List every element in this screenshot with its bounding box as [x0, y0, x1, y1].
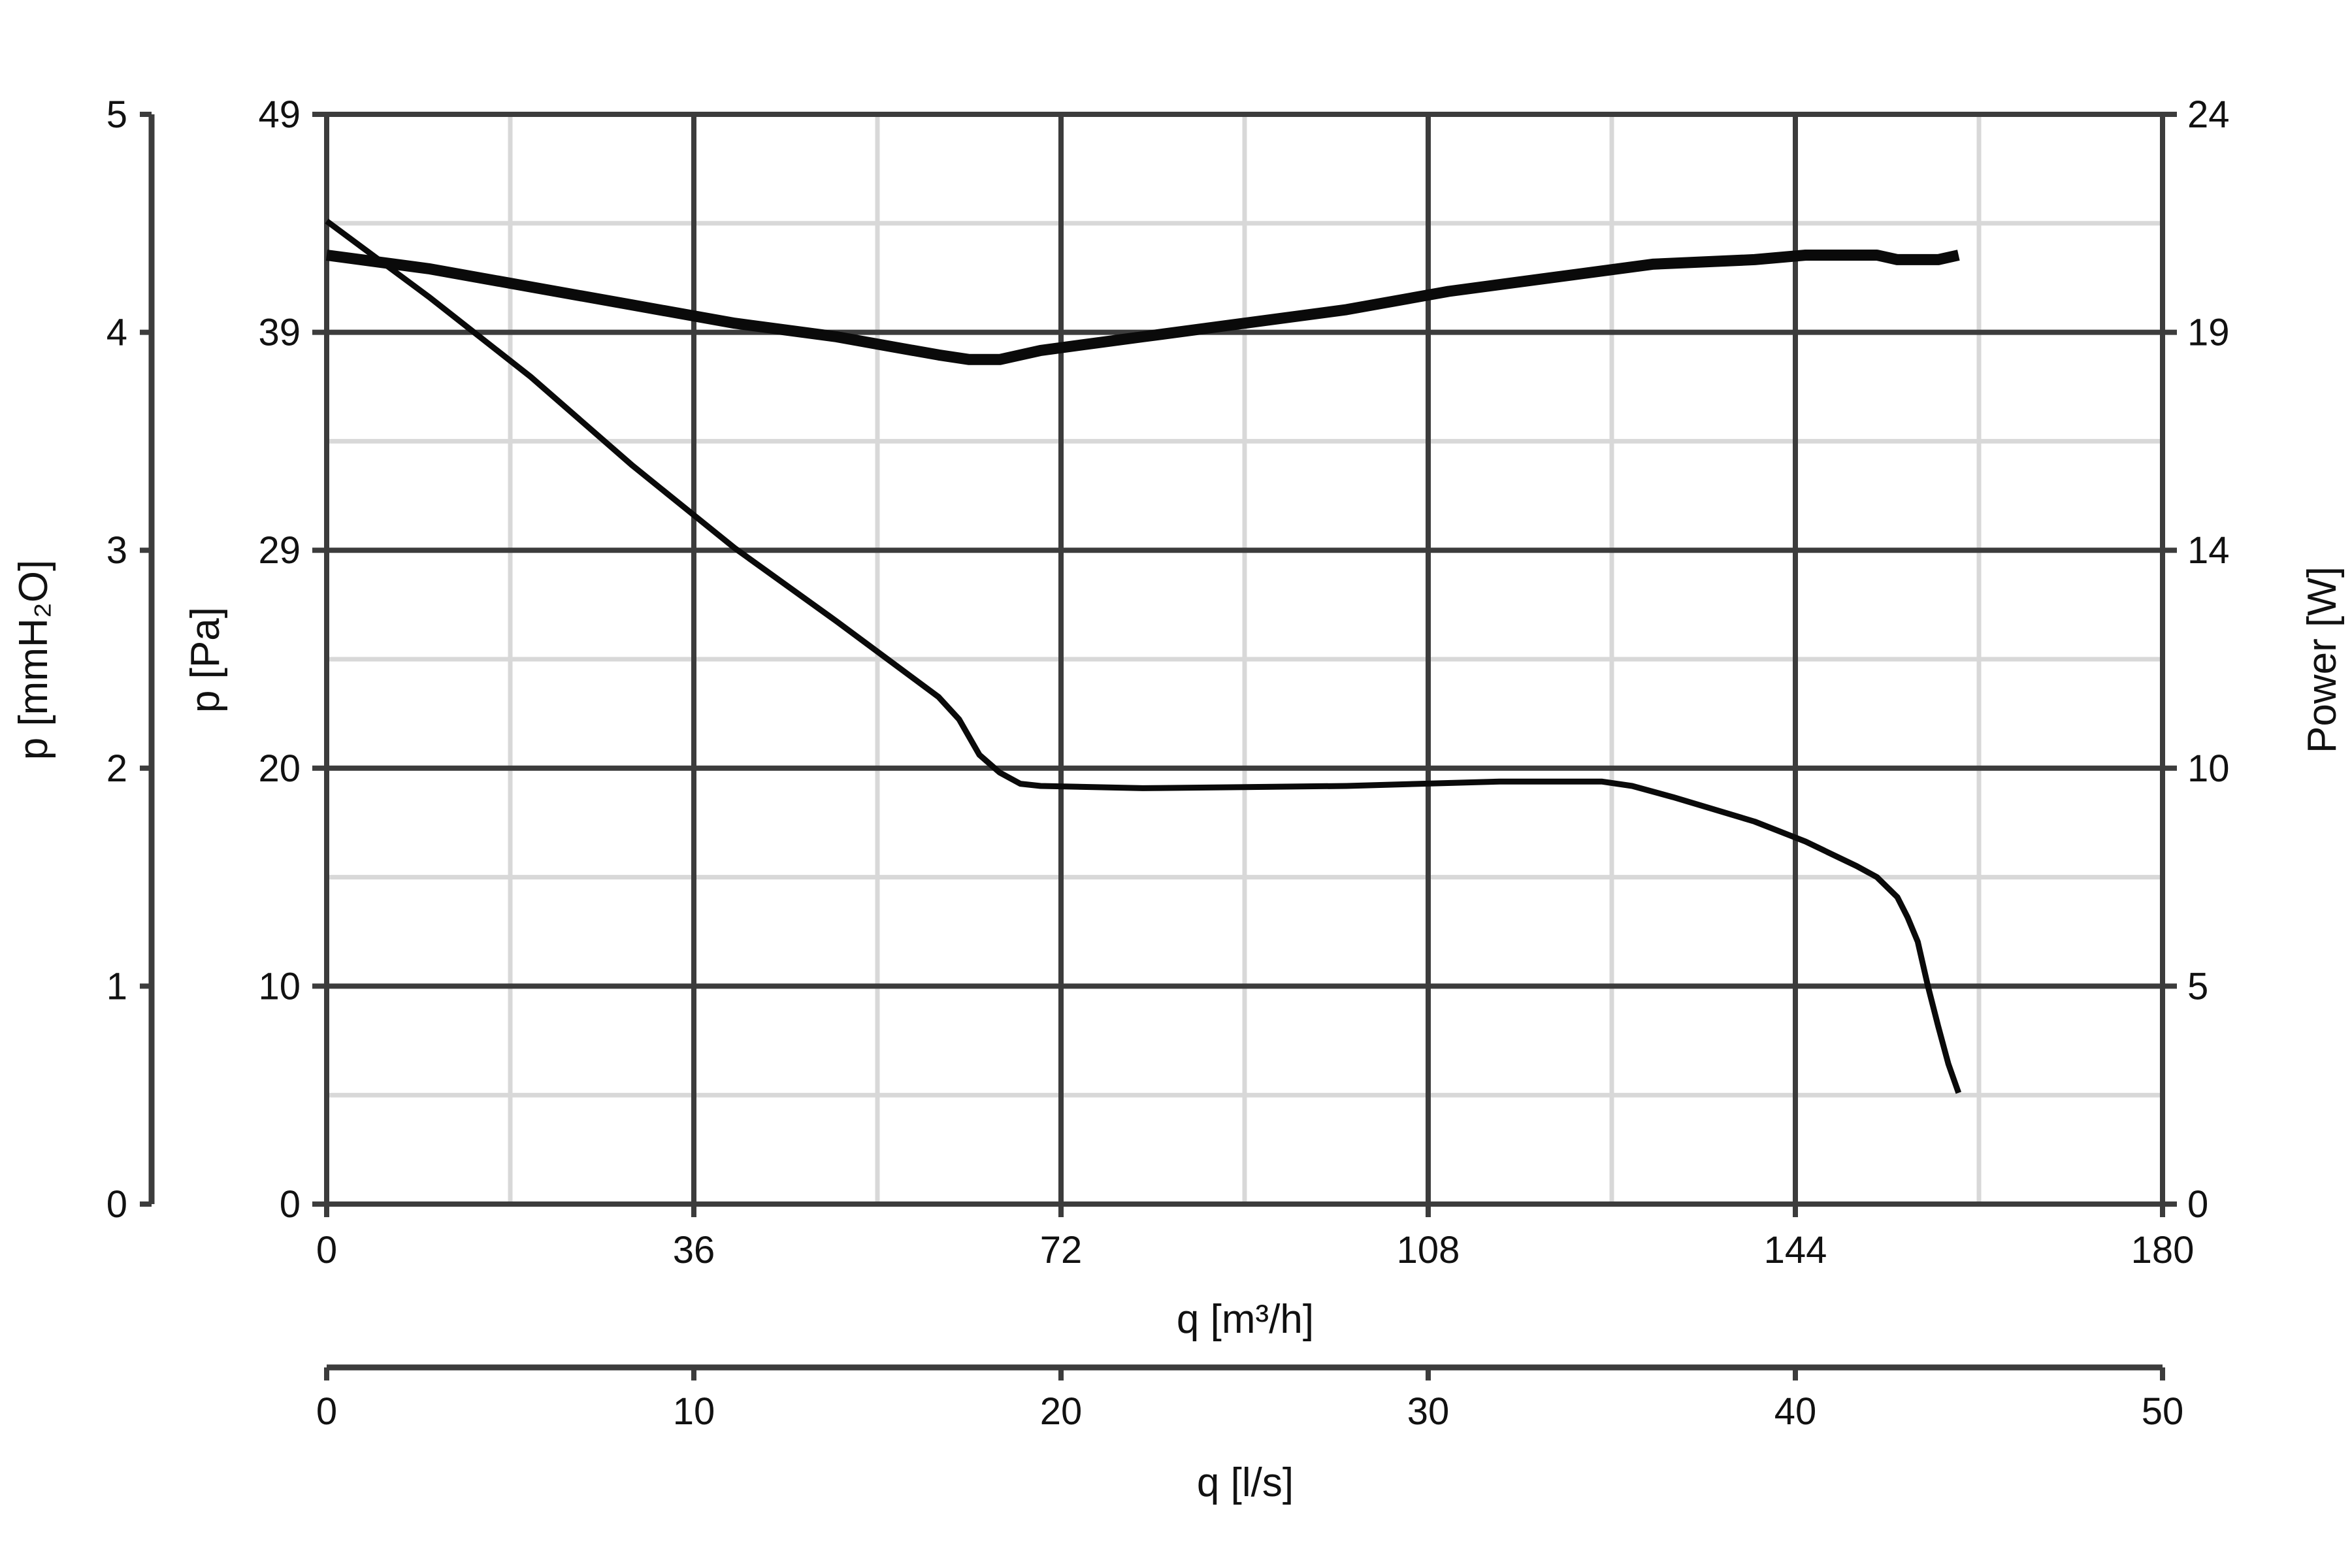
y-tick-label: 29: [258, 529, 301, 572]
x-tick-label: 180: [2131, 1229, 2195, 1271]
y-power-tick-label: 5: [2187, 965, 2208, 1007]
y-tick-label: 10: [258, 965, 301, 1007]
y-power-tick-label: 19: [2187, 312, 2230, 354]
x-tick-label: 72: [1040, 1229, 1083, 1271]
y-mmh2o-tick-label: 0: [106, 1183, 127, 1226]
y-power-tick-label: 14: [2187, 529, 2230, 572]
y-power-tick-label: 10: [2187, 747, 2230, 790]
x-secondary-tick-label: 10: [673, 1390, 715, 1433]
x-tick-label: 144: [1764, 1229, 1827, 1271]
y-mmh2o-tick-label: 2: [106, 747, 127, 790]
y-tick-label: 0: [280, 1183, 301, 1226]
minor-grid: [327, 114, 2163, 1204]
y-tick-label: 49: [258, 93, 301, 136]
y-axis-title: p [Pa]: [183, 607, 228, 713]
y-mmh2o-tick-label: 4: [106, 312, 127, 354]
x-secondary-tick-label: 50: [2142, 1390, 2184, 1433]
y-mmh2o-tick-label: 1: [106, 965, 127, 1007]
y-mmh2o-tick-label: 3: [106, 529, 127, 572]
y-power-tick-label: 0: [2187, 1183, 2208, 1226]
pressure-curve: [325, 218, 1962, 1094]
y-mmh2o-axis-title: p [mmH₂O]: [11, 560, 56, 760]
axes: [140, 112, 2177, 1380]
x-axis-title: q [m³/h]: [1177, 1297, 1314, 1342]
x-secondary-axis-title: q [l/s]: [1197, 1460, 1294, 1505]
x-tick-label: 108: [1397, 1229, 1460, 1271]
y-mmh2o-tick-label: 5: [106, 93, 127, 136]
y-tick-label: 20: [258, 747, 301, 790]
curves: [325, 218, 1962, 1094]
x-tick-label: 36: [673, 1229, 715, 1271]
x-secondary-tick-label: 40: [1774, 1390, 1817, 1433]
y-tick-label: 39: [258, 312, 301, 354]
x-tick-label: 0: [316, 1229, 337, 1271]
major-grid: [324, 112, 2165, 1207]
x-secondary-tick-label: 0: [316, 1390, 337, 1433]
x-secondary-tick-label: 30: [1407, 1390, 1450, 1433]
x-secondary-tick-label: 20: [1040, 1390, 1083, 1433]
y-power-axis-title: Power [W]: [2300, 566, 2345, 753]
power-curve: [325, 250, 1960, 365]
y-power-tick-label: 24: [2187, 93, 2230, 136]
